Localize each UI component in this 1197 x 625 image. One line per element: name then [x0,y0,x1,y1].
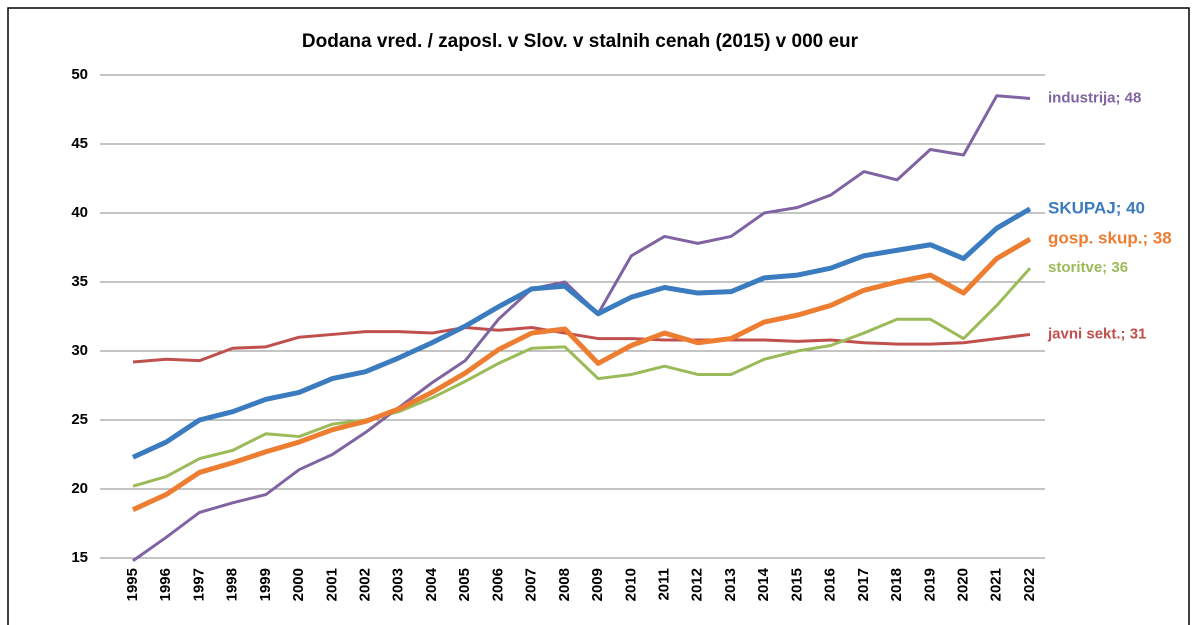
x-tick-label: 2001 [323,568,340,601]
x-tick-label: 2018 [888,568,905,601]
series-label: gosp. skup.; 38 [1048,229,1172,248]
x-tick-label: 2013 [722,568,739,601]
x-tick-label: 2006 [489,568,506,601]
series-line [131,206,1032,460]
x-tick-label: 2021 [988,568,1005,601]
x-tick-label: 1996 [157,568,174,601]
x-tick-label: 1995 [124,568,141,601]
x-tick-label: 2007 [523,568,540,601]
series-label: industrija; 48 [1048,89,1141,106]
y-tick-label: 50 [71,66,88,83]
x-tick-label: 2011 [656,568,673,601]
y-tick-label: 15 [71,549,88,566]
y-tick-label: 35 [71,273,88,290]
series-line [131,237,1032,512]
chart-frame [7,7,1190,625]
x-tick-label: 2005 [456,568,473,601]
series-line [132,267,1032,488]
x-tick-label: 2009 [589,568,606,601]
x-tick-label: 2010 [622,568,639,601]
y-tick-label: 40 [71,204,88,221]
series-label: SKUPAJ; 40 [1048,198,1145,217]
x-tick-label: 2008 [556,568,573,601]
x-tick-label: 2015 [788,568,805,601]
series-line [132,326,1031,364]
x-tick-label: 2004 [423,567,440,601]
series-label: javni sekt.; 31 [1047,325,1146,342]
x-tick-label: 2022 [1021,568,1038,601]
x-tick-label: 1998 [224,568,241,601]
series-label: storitve; 36 [1048,259,1128,276]
y-tick-label: 20 [71,480,88,497]
x-tick-label: 1997 [190,568,207,601]
x-tick-label: 2012 [689,568,706,601]
x-tick-label: 2000 [290,568,307,601]
x-tick-label: 2003 [390,568,407,601]
x-tick-label: 1999 [257,568,274,601]
x-tick-label: 2020 [955,568,972,601]
x-tick-label: 2019 [921,568,938,601]
y-tick-label: 25 [71,411,88,428]
x-tick-label: 2014 [755,567,772,601]
x-tick-label: 2017 [855,568,872,601]
y-tick-label: 30 [71,342,88,359]
y-tick-label: 45 [71,135,88,152]
x-tick-label: 2016 [822,568,839,601]
chart-title: Dodana vred. / zaposl. v Slov. v stalnih… [302,31,859,52]
x-tick-label: 2002 [357,568,374,601]
